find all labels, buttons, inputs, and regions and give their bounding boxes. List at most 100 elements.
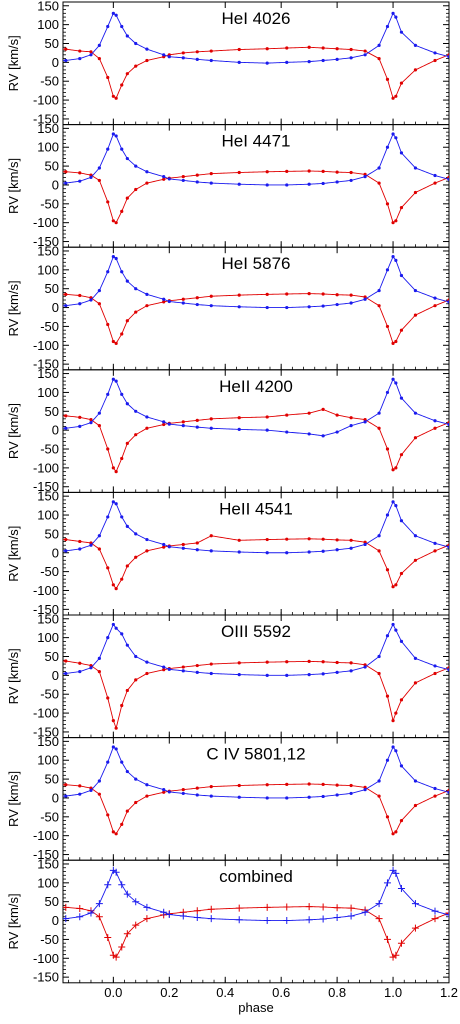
- data-point: [237, 550, 241, 554]
- data-point: [377, 549, 381, 553]
- y-tick-label: 50: [45, 894, 59, 909]
- data-point: [307, 537, 311, 541]
- data-point: [433, 664, 437, 668]
- data-point: [385, 815, 390, 819]
- data-point: [209, 549, 213, 553]
- data-point: [195, 296, 199, 300]
- panel-4: 150 100 50 0 -50 -100 -150 RV [km/s] HeII 4200: [6, 366, 450, 494]
- y-tick-label: -50: [40, 564, 59, 579]
- data-point: [377, 166, 381, 170]
- data-point: [145, 671, 149, 676]
- data-point: [64, 671, 68, 676]
- data-point: [394, 136, 398, 140]
- data-point: [321, 181, 325, 186]
- x-tick-label: 1.2: [440, 985, 458, 1000]
- data-point: [349, 546, 353, 550]
- data-point: [237, 538, 241, 542]
- data-point: [399, 639, 404, 644]
- y-tick-label: -50: [40, 74, 59, 89]
- data-point: [385, 694, 390, 698]
- y-tick-label: 150: [37, 0, 59, 13]
- data-point: [209, 294, 213, 298]
- data-point: [235, 916, 243, 924]
- y-tick-label: -100: [33, 338, 59, 353]
- data-point: [321, 434, 325, 438]
- data-point: [181, 546, 185, 550]
- data-point: [125, 319, 129, 323]
- data-point: [162, 668, 166, 672]
- data-point: [134, 310, 138, 314]
- data-point: [64, 783, 68, 787]
- y-tick-label: 50: [45, 159, 59, 174]
- data-point: [391, 585, 395, 589]
- data-point: [321, 537, 325, 541]
- data-point: [97, 547, 101, 551]
- data-point: [89, 421, 93, 425]
- data-point: [207, 915, 215, 923]
- data-point: [106, 392, 110, 396]
- data-point: [285, 183, 289, 187]
- data-point: [134, 678, 138, 682]
- data-point: [397, 884, 405, 892]
- data-point: [391, 96, 395, 100]
- data-point: [89, 50, 93, 54]
- panel-title: HeII 4541: [219, 499, 293, 518]
- data-point: [413, 436, 418, 440]
- data-point: [209, 304, 213, 308]
- y-tick-label: 150: [37, 121, 59, 136]
- data-point: [321, 782, 325, 786]
- data-point: [349, 178, 353, 183]
- data-point: [399, 81, 404, 85]
- data-point: [120, 456, 124, 461]
- data-point: [285, 660, 289, 664]
- data-point: [321, 660, 325, 664]
- data-point: [433, 541, 437, 545]
- data-point: [78, 547, 82, 551]
- data-point: [363, 53, 367, 57]
- data-point: [431, 907, 439, 915]
- data-point: [64, 170, 68, 174]
- data-point: [78, 293, 82, 298]
- data-point: [114, 832, 118, 836]
- data-point: [125, 156, 129, 161]
- data-point: [132, 898, 140, 906]
- data-point: [335, 413, 339, 417]
- data-point: [263, 903, 271, 911]
- data-point: [95, 900, 103, 908]
- x-tick-label: 0.0: [104, 985, 122, 1000]
- data-point: [385, 268, 390, 272]
- panel-title: C IV 5801,12: [206, 745, 305, 764]
- data-point: [162, 665, 166, 669]
- data-point: [363, 665, 367, 669]
- data-point: [181, 665, 185, 669]
- data-point: [383, 879, 391, 887]
- data-point: [433, 304, 437, 308]
- data-point: [263, 917, 271, 925]
- data-point: [413, 558, 418, 562]
- data-point: [385, 24, 390, 29]
- data-point: [118, 943, 126, 951]
- data-point: [335, 538, 339, 542]
- data-point: [237, 661, 241, 665]
- data-point: [76, 904, 84, 912]
- data-point: [111, 745, 115, 749]
- data-point: [347, 904, 355, 912]
- data-point: [134, 187, 138, 192]
- data-point: [394, 381, 398, 385]
- data-point: [195, 180, 199, 184]
- data-point: [447, 790, 449, 794]
- data-point: [361, 908, 369, 916]
- data-point: [162, 300, 166, 304]
- data-point: [195, 50, 199, 54]
- data-point: [265, 183, 269, 187]
- data-point: [125, 809, 129, 813]
- data-point: [321, 794, 325, 799]
- y-tick-label: 0: [52, 668, 59, 683]
- data-point: [106, 813, 110, 817]
- data-point: [167, 545, 171, 549]
- data-point: [385, 758, 390, 762]
- data-point: [125, 769, 129, 774]
- data-point: [125, 279, 129, 283]
- y-tick-label: -50: [40, 687, 59, 702]
